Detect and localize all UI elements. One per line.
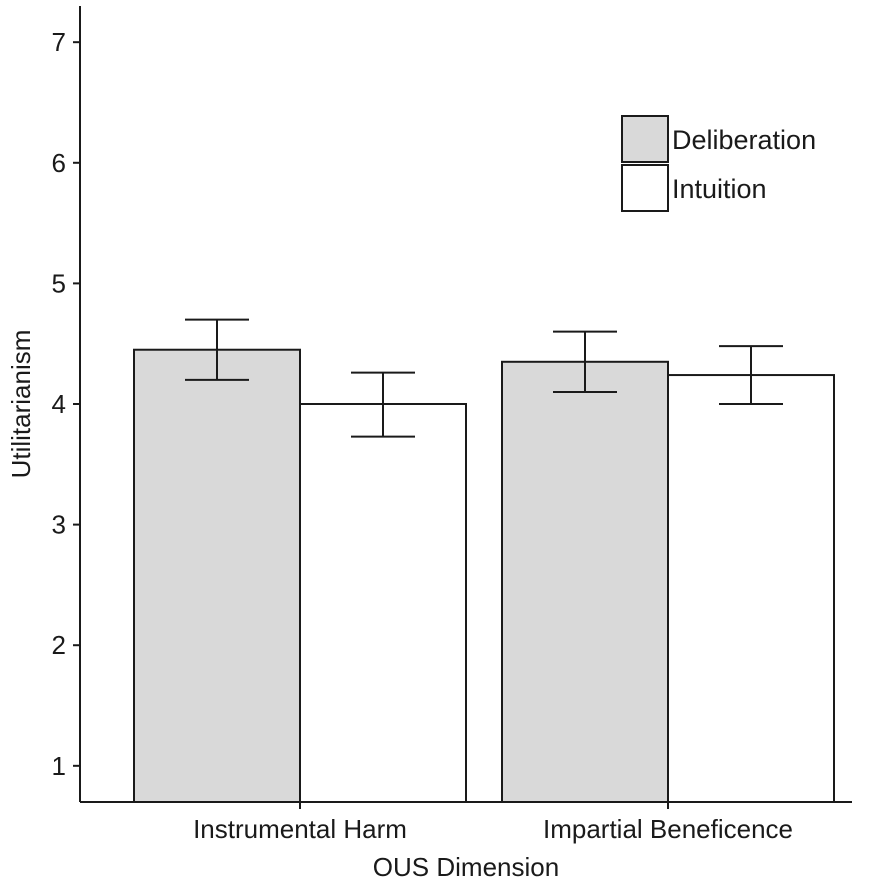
y-tick-label: 5: [52, 268, 66, 298]
x-axis-ticks: Instrumental Harm Impartial Beneficence: [193, 802, 793, 844]
y-tick-label: 3: [52, 510, 66, 540]
error-bar-deliberation-impartial-beneficence: [553, 330, 617, 393]
legend-swatch: [621, 115, 669, 163]
bar-deliberation-impartial-beneficence: [501, 360, 669, 803]
legend: Deliberation Intuition: [621, 115, 816, 212]
error-bar-deliberation-instrumental-harm: [185, 318, 249, 381]
y-tick-label: 7: [52, 27, 66, 57]
y-tick-label: 6: [52, 148, 66, 178]
bar-deliberation-instrumental-harm: [133, 348, 301, 803]
bar-intuition-impartial-beneficence: [667, 374, 835, 803]
bar-intuition-instrumental-harm: [299, 403, 467, 803]
bars-layer: [133, 348, 835, 803]
y-axis-ticks: 1 2 3 4 5 6 7: [52, 27, 80, 781]
y-tick-label: 2: [52, 630, 66, 660]
y-tick-label: 4: [52, 389, 66, 419]
legend-label: Intuition: [672, 174, 767, 204]
x-tick-label-instrumental-harm: Instrumental Harm: [193, 814, 407, 844]
x-tick-label-impartial-beneficence: Impartial Beneficence: [543, 814, 793, 844]
legend-label: Deliberation: [672, 125, 816, 155]
error-bar-intuition-instrumental-harm: [351, 371, 415, 438]
error-bars-layer: [185, 318, 783, 438]
y-axis-title: Utilitarianism: [6, 330, 36, 479]
x-axis-title: OUS Dimension: [373, 852, 559, 882]
legend-item-intuition: Intuition: [621, 164, 767, 212]
legend-item-deliberation: Deliberation: [621, 115, 816, 163]
legend-swatch: [621, 164, 669, 212]
error-bar-intuition-impartial-beneficence: [719, 345, 783, 405]
y-tick-label: 1: [52, 751, 66, 781]
